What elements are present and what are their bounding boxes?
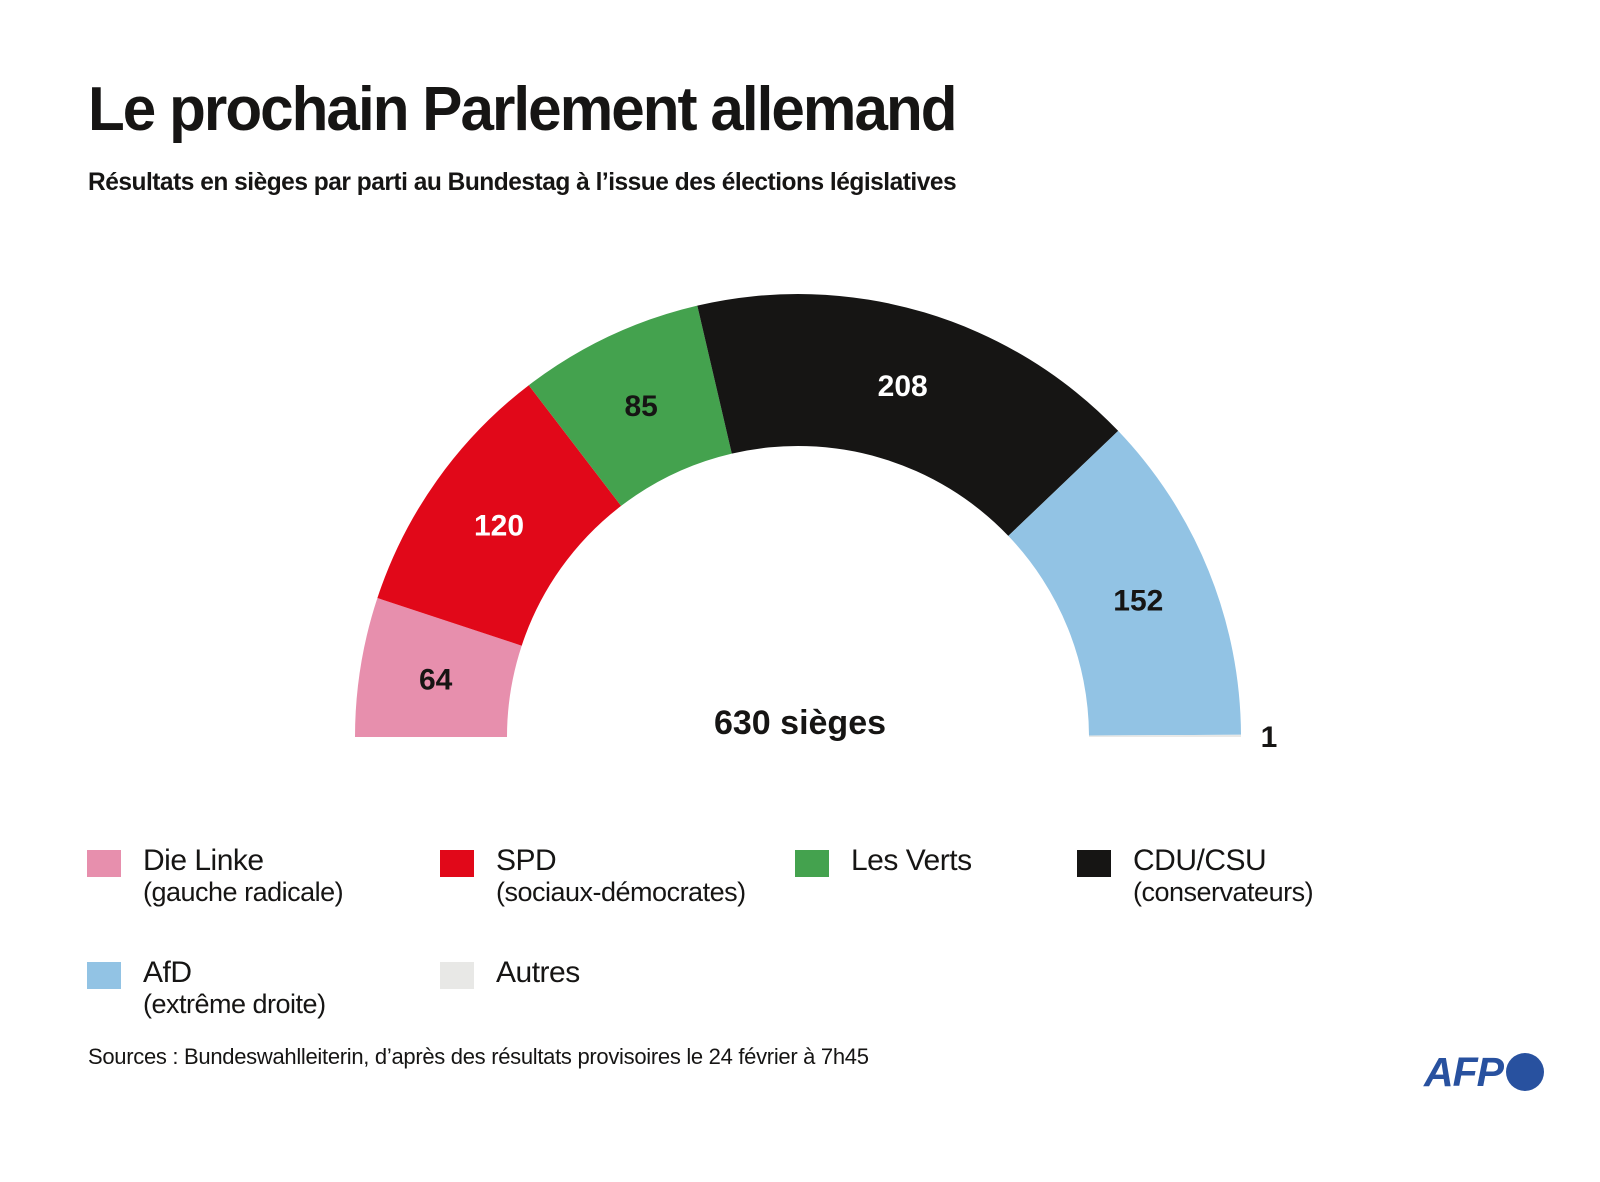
segment-die-linke	[355, 598, 522, 737]
legend-labels-afd: AfD (extrême droite)	[143, 956, 326, 1020]
segment-afd	[1008, 430, 1241, 736]
afp-logo-text: AFP	[1424, 1049, 1504, 1095]
segment-value-die-linke: 64	[419, 664, 453, 697]
segment-cdu-csu	[697, 294, 1119, 536]
segment-value-les-verts: 85	[625, 390, 658, 423]
segment-spd	[377, 385, 622, 646]
legend-description-die-linke: (gauche radicale)	[143, 877, 344, 907]
legend-item-spd: SPD (sociaux-démocrates)	[440, 845, 795, 907]
legend-name-autres: Autres	[496, 956, 580, 989]
legend-item-cdu-csu: CDU/CSU (conservateurs)	[1077, 845, 1507, 907]
legend-description-afd: (extrême droite)	[143, 989, 326, 1019]
legend-swatch-les-verts	[795, 850, 829, 877]
legend-swatch-die-linke	[87, 850, 121, 877]
source-note: Sources : Bundeswahlleiterin, d’après de…	[88, 1044, 869, 1069]
legend-name-die-linke: Die Linke	[143, 844, 264, 877]
legend-swatch-cdu-csu	[1077, 850, 1111, 877]
segment-value-spd: 120	[474, 509, 524, 542]
legend-item-die-linke: Die Linke (gauche radicale)	[87, 845, 440, 907]
legend-swatch-afd	[87, 962, 121, 989]
legend-name-les-verts: Les Verts	[851, 844, 972, 877]
legend-description-cdu-csu: (conservateurs)	[1133, 877, 1314, 907]
segment-value-afd: 152	[1113, 585, 1163, 618]
page-subtitle: Résultats en sièges par parti au Bundest…	[88, 168, 957, 196]
afp-logo-circle-icon	[1506, 1053, 1544, 1091]
legend-item-autres: Autres	[440, 957, 795, 1019]
legend-labels-autres: Autres	[496, 957, 580, 989]
legend-description-spd: (sociaux-démocrates)	[496, 877, 746, 907]
segment-value-autres: 1	[1261, 721, 1278, 754]
segment-value-cdu-csu: 208	[878, 370, 928, 403]
legend-name-cdu-csu: CDU/CSU	[1133, 844, 1267, 877]
legend-labels-spd: SPD (sociaux-démocrates)	[496, 844, 746, 908]
segment-les-verts	[528, 305, 732, 506]
legend-swatch-autres	[440, 962, 474, 989]
legend-name-spd: SPD	[496, 844, 557, 877]
legend-labels-cdu-csu: CDU/CSU (conservateurs)	[1133, 844, 1314, 908]
legend-labels-die-linke: Die Linke (gauche radicale)	[143, 844, 344, 908]
legend-swatch-spd	[440, 850, 474, 877]
segment-autres	[1089, 734, 1242, 737]
legend-item-les-verts: Les Verts	[795, 845, 1077, 907]
legend-labels-les-verts: Les Verts	[851, 845, 972, 877]
legend-item-afd: AfD (extrême droite)	[87, 957, 440, 1019]
total-seats-label: 630 sièges	[713, 704, 887, 742]
page-title: Le prochain Parlement allemand	[88, 75, 958, 144]
legend: Die Linke (gauche radicale) SPD (sociaux-dé…	[87, 845, 1507, 1019]
legend-name-afd: AfD	[143, 956, 192, 989]
afp-logo: AFP	[1424, 1049, 1544, 1095]
